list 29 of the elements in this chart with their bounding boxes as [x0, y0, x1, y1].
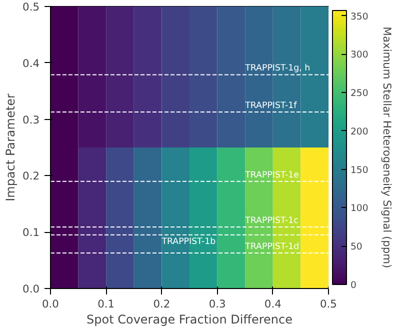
color-bar-label: 100	[350, 203, 368, 214]
y-tick-label: 0.2	[22, 170, 40, 183]
color-bar-title: Maximum Stellar Heterogeneity Signal (ppm)	[380, 26, 394, 268]
color-bar-label: 300	[350, 50, 368, 61]
x-axis-title: Spot Coverage Fraction Difference	[86, 312, 292, 326]
y-tick-label: 0.5	[22, 0, 40, 14]
x-tick-label: 0.1	[98, 298, 115, 310]
ref-line-label: TRAPPIST-1g, h	[244, 64, 310, 74]
ref-line-label: TRAPPIST-1c	[244, 216, 299, 226]
color-bar-label: 50	[350, 242, 362, 253]
y-tick-label: 0.0	[22, 282, 40, 296]
color-bar-label: 150	[350, 164, 368, 176]
x-tick-label: 0.0	[42, 298, 60, 310]
color-bar-label: 0	[350, 280, 356, 291]
x-tick-label: 0.3	[208, 298, 226, 310]
ref-line-label: TRAPPIST-1b	[160, 236, 216, 247]
x-tick-label: 0.2	[153, 298, 170, 310]
x-tick-label: 0.5	[320, 298, 337, 310]
y-tick-label: 0.1	[22, 226, 40, 240]
ref-line-label: TRAPPIST-1f	[244, 100, 298, 111]
ref-line-label: TRAPPIST-1d	[244, 242, 300, 252]
ref-line-label: TRAPPIST-1e	[244, 170, 299, 180]
color-bar-label: 250	[350, 88, 368, 100]
y-tick-label: 0.3	[22, 113, 40, 126]
y-tick-label: 0.4	[22, 56, 40, 70]
x-tick-label: 0.4	[264, 298, 282, 310]
y-axis-title: Impact Parameter	[4, 94, 18, 202]
color-bar-label: 350	[350, 11, 368, 22]
color-bar-label: 200	[350, 126, 368, 138]
